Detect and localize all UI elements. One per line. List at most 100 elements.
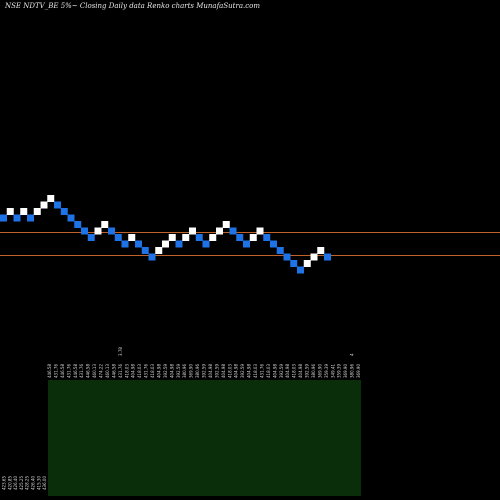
brick-price-label: 369.90 xyxy=(343,364,348,378)
brick-price-label: 431.76 xyxy=(79,364,84,378)
renko-brick-up xyxy=(189,227,196,235)
renko-brick-down xyxy=(195,234,203,241)
renko-brick-up xyxy=(310,253,318,261)
renko-brick-down xyxy=(0,214,7,222)
bottom-price-label: 426.40 xyxy=(13,476,18,490)
brick-price-label: 380.96 xyxy=(182,364,187,378)
renko-brick-down xyxy=(87,234,95,241)
renko-brick-up xyxy=(216,227,223,235)
brick-price-label: 431.76 xyxy=(53,364,58,378)
brick-price-label: 418.03 xyxy=(124,364,129,378)
brick-price-label: 418.03 xyxy=(227,364,232,378)
brick-price-label: 392.59 xyxy=(240,364,245,378)
bottom-price-label: 423.65 xyxy=(2,476,7,490)
brick-price-label: 404.98 xyxy=(169,364,174,378)
brick-price-label: 404.98 xyxy=(208,364,213,378)
brick-price-label: 460.13 xyxy=(92,364,97,378)
renko-brick-down xyxy=(263,234,271,241)
brick-price-label: 431.76 xyxy=(118,364,123,378)
brick-price-label: 369.90 xyxy=(189,364,194,378)
brick-price-label: 404.98 xyxy=(298,364,303,378)
brick-price-label: 431.76 xyxy=(66,364,71,378)
marker-label-2: 4 xyxy=(350,353,355,356)
renko-brick-up xyxy=(20,208,28,215)
renko-brick-up xyxy=(94,227,102,235)
bottom-price-label: 420.85 xyxy=(7,476,12,490)
renko-brick-up xyxy=(6,208,14,215)
renko-brick-down xyxy=(67,214,75,222)
renko-brick-down xyxy=(297,266,304,274)
renko-brick-down xyxy=(270,240,277,248)
renko-brick-down xyxy=(114,234,122,241)
renko-brick-down xyxy=(229,227,237,235)
brick-price-label: 404.98 xyxy=(156,364,161,378)
renko-brick-up xyxy=(182,234,190,241)
renko-brick-down xyxy=(74,221,82,228)
brick-price-label: 404.98 xyxy=(131,364,136,378)
renko-brick-down xyxy=(141,247,149,254)
renko-brick-down xyxy=(283,253,291,261)
brick-price-label: 404.98 xyxy=(272,364,277,378)
brick-price-label: 446.58 xyxy=(60,364,65,378)
chart-title: NSE NDTV_BE 5%~ Closing Daily data Renko… xyxy=(4,2,260,10)
renko-brick-up xyxy=(317,247,325,254)
brick-price-label: 418.03 xyxy=(137,364,142,378)
renko-brick-up xyxy=(40,201,48,209)
renko-brick-down xyxy=(148,253,156,261)
brick-price-label: 369.90 xyxy=(356,364,361,378)
bottom-price-label: 428.25 xyxy=(25,476,30,490)
bottom-price-label: 415.30 xyxy=(36,476,41,490)
marker-labels: 3.78 4 xyxy=(118,347,355,356)
brick-price-label: 418.03 xyxy=(253,364,258,378)
volume-panel xyxy=(48,380,361,496)
brick-price-label: 431.76 xyxy=(259,364,264,378)
renko-brick-down xyxy=(27,214,34,222)
brick-price-label: 380.96 xyxy=(311,364,316,378)
renko-brick-down xyxy=(276,247,284,254)
brick-price-label: 446.58 xyxy=(86,364,91,378)
brick-price-label: 349.41 xyxy=(330,364,335,378)
renko-brick-down xyxy=(135,240,142,248)
brick-price-label: 369.90 xyxy=(317,364,322,378)
brick-price-label: 392.59 xyxy=(214,364,219,378)
brick-price-label: 446.58 xyxy=(111,364,116,378)
brick-price-label: 392.59 xyxy=(202,364,207,378)
renko-brick-down xyxy=(202,240,210,248)
brick-price-label: 431.76 xyxy=(144,364,149,378)
renko-brick-down xyxy=(121,240,129,248)
brick-price-label: 404.98 xyxy=(234,364,239,378)
brick-price-labels: 446.58 431.76 446.58 431.76 446.58 431.76 446.… xyxy=(47,364,361,378)
renko-brick-up xyxy=(303,260,311,267)
renko-brick-up xyxy=(101,221,109,228)
brick-price-label: 418.03 xyxy=(292,364,297,378)
renko-brick-down xyxy=(108,227,115,235)
renko-brick-down xyxy=(324,253,331,261)
renko-brick-up xyxy=(162,240,169,248)
renko-brick-up xyxy=(222,221,230,228)
brick-price-label: 404.98 xyxy=(221,364,226,378)
brick-price-label: 392.59 xyxy=(163,364,168,378)
marker-label-1: 3.78 xyxy=(118,347,123,356)
brick-price-label: 404.98 xyxy=(285,364,290,378)
brick-price-label: 418.03 xyxy=(266,364,271,378)
renko-brick-up xyxy=(128,234,136,241)
renko-bricks xyxy=(0,195,331,274)
brick-price-label: 359.39 xyxy=(337,364,342,378)
renko-brick-up xyxy=(33,208,41,215)
brick-price-label: 446.58 xyxy=(47,364,52,378)
renko-brick-down xyxy=(290,260,298,267)
renko-brick-down xyxy=(236,234,244,241)
renko-brick-up xyxy=(168,234,176,241)
brick-price-label: 418.03 xyxy=(150,364,155,378)
renko-brick-up xyxy=(47,195,55,202)
brick-price-label: 359.39 xyxy=(324,364,329,378)
renko-brick-up xyxy=(249,234,257,241)
renko-brick-down xyxy=(243,240,250,248)
bottom-price-label: 425.25 xyxy=(19,476,24,490)
renko-brick-down xyxy=(175,240,183,248)
bottom-price-labels: 423.65 420.85 426.40 425.25 428.25 426.40 415.… xyxy=(2,476,48,490)
brick-price-label: 380.96 xyxy=(195,364,200,378)
brick-price-label: 392.59 xyxy=(279,364,284,378)
brick-price-label: 474.22 xyxy=(99,364,104,378)
brick-price-label: 380.96 xyxy=(350,364,355,378)
